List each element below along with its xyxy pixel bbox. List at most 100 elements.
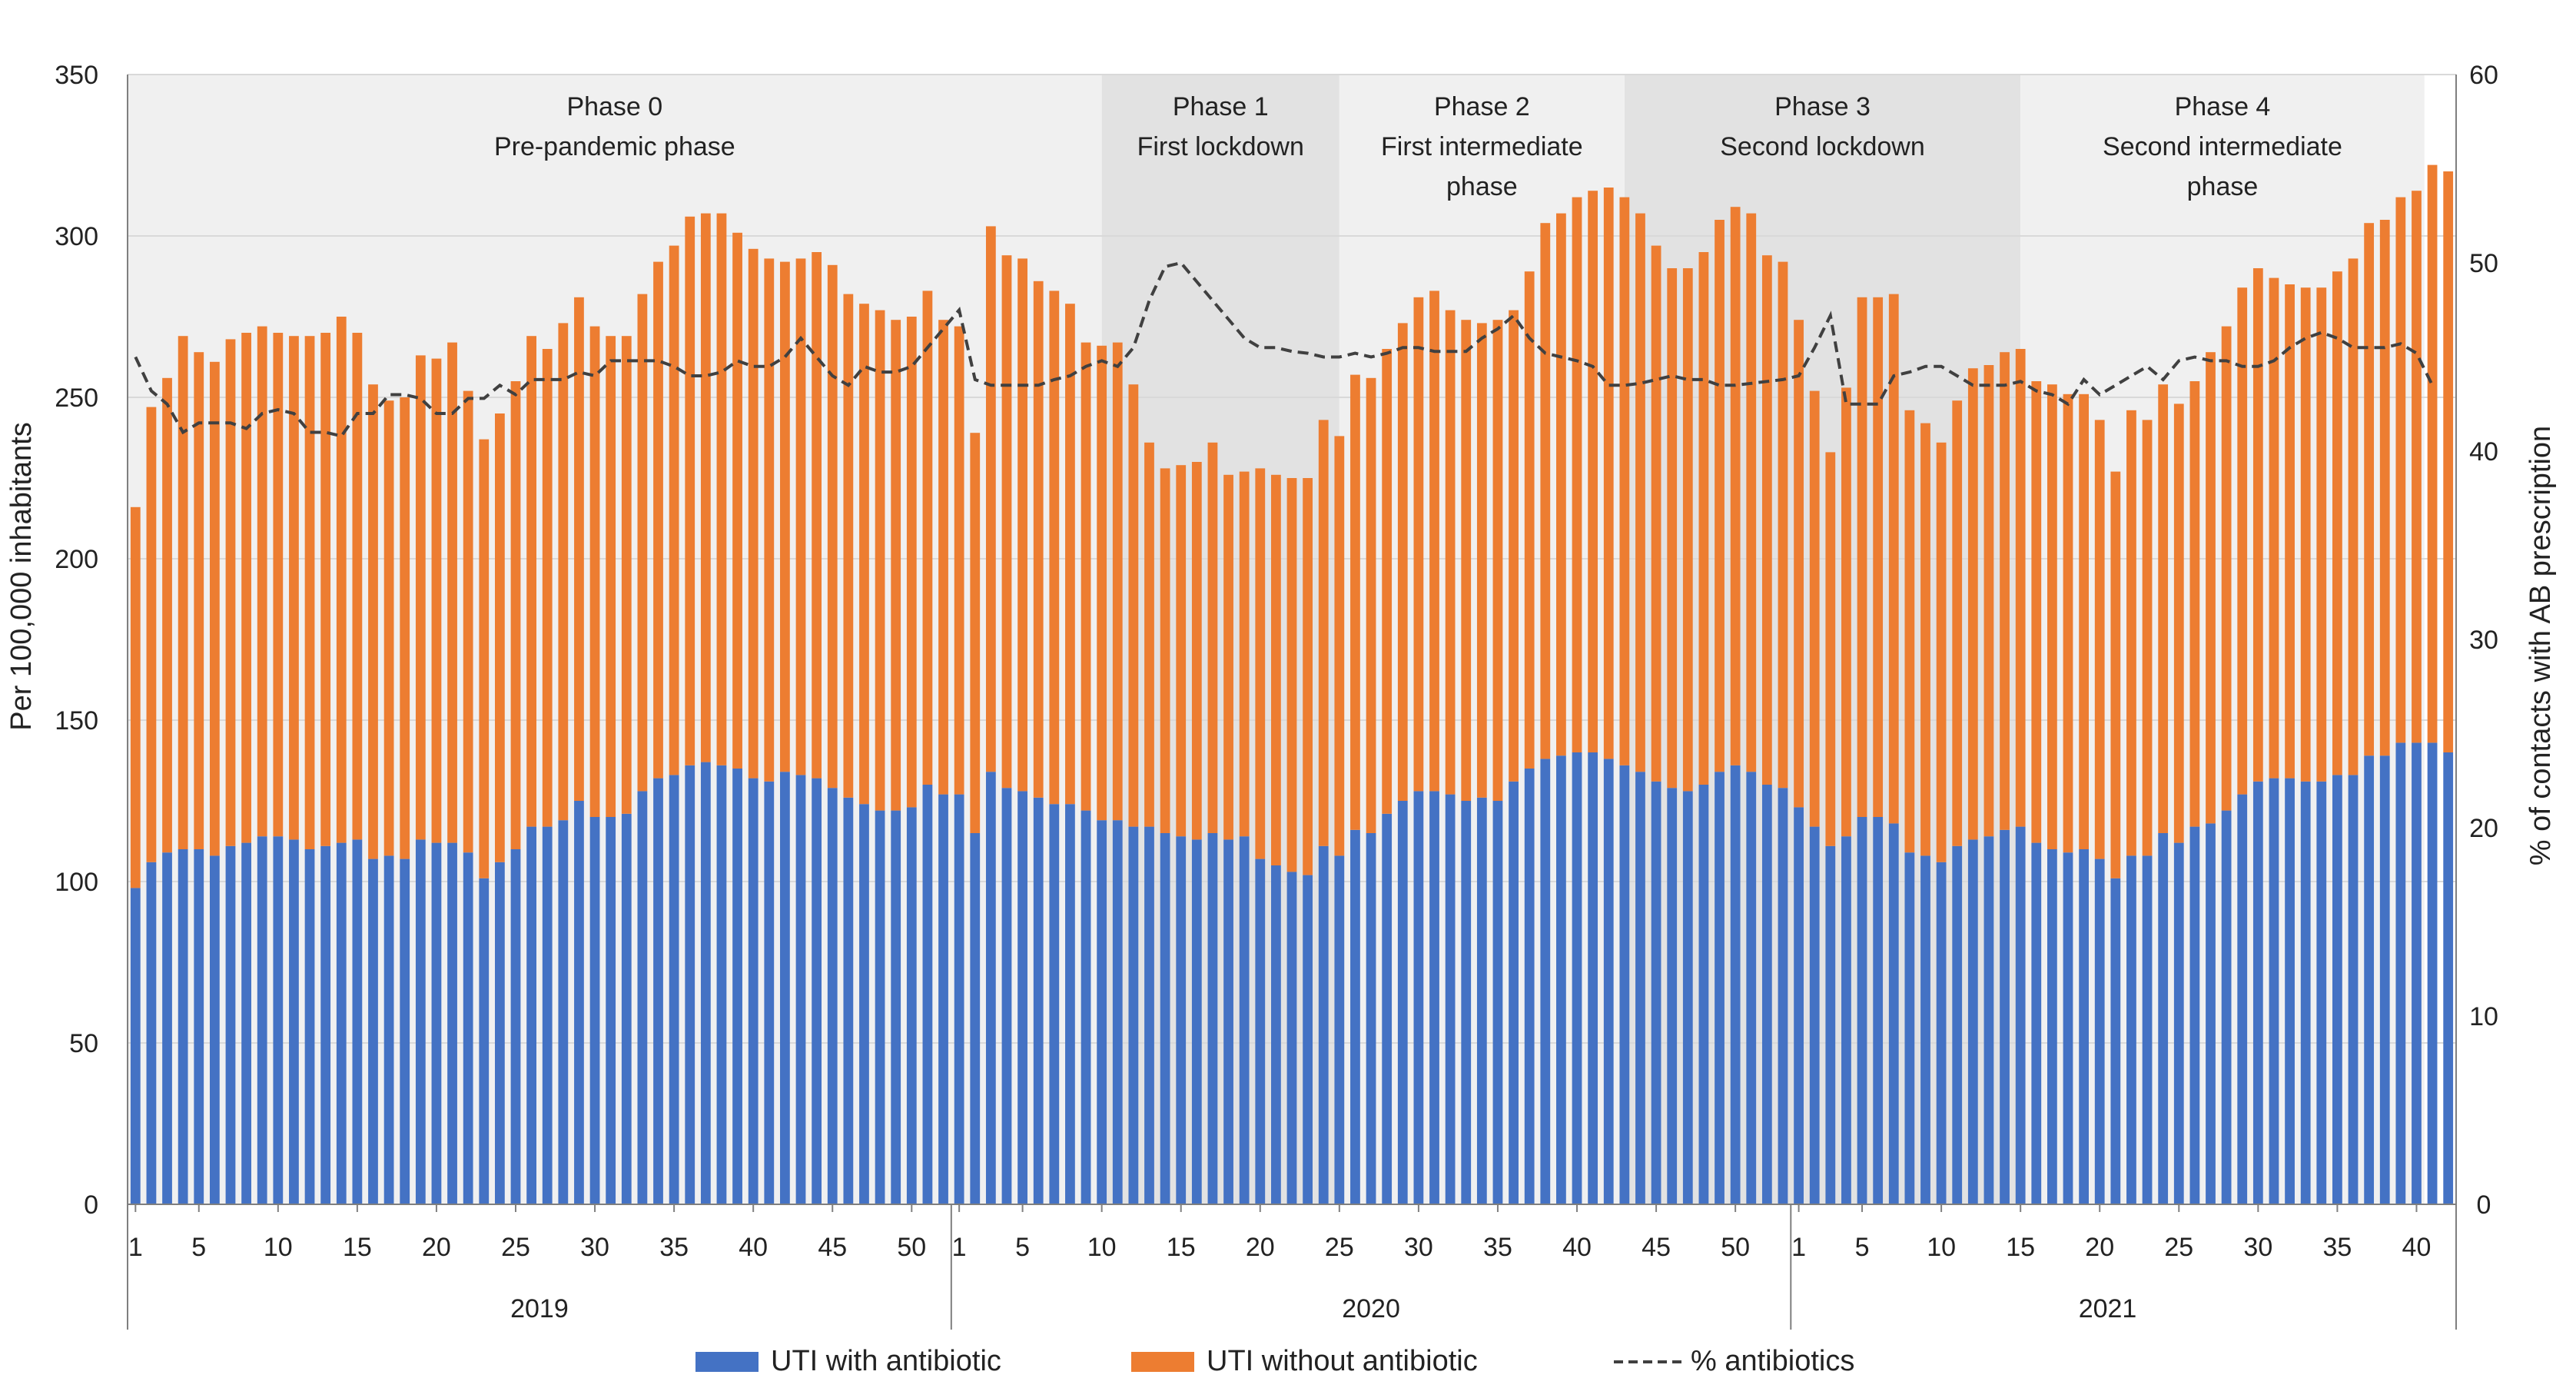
bar-uti-without-antibiotic	[1698, 252, 1709, 785]
x-tick-label: 15	[1167, 1233, 1196, 1262]
bar-uti-with-antibiotic	[431, 842, 442, 1204]
bar-uti-with-antibiotic	[479, 878, 490, 1204]
bar-uti-with-antibiotic	[2110, 878, 2121, 1204]
x-tick-label: 5	[1015, 1233, 1030, 1262]
bar-uti-with-antibiotic	[2142, 855, 2153, 1204]
bar-uti-with-antibiotic	[178, 849, 188, 1204]
bar-uti-with-antibiotic	[1888, 823, 1899, 1204]
bar-uti-with-antibiotic	[589, 817, 600, 1204]
bar-uti-with-antibiotic	[669, 775, 679, 1204]
bar-uti-with-antibiotic	[1461, 801, 1472, 1204]
bar-uti-without-antibiotic	[542, 349, 553, 827]
bar-uti-without-antibiotic	[463, 390, 473, 853]
bar-uti-without-antibiotic	[589, 326, 600, 818]
bar-uti-without-antibiotic	[1017, 258, 1027, 792]
bar-uti-with-antibiotic	[400, 858, 410, 1204]
bar-uti-with-antibiotic	[352, 839, 363, 1204]
bar-uti-with-antibiotic	[336, 842, 347, 1204]
year-label: 2019	[510, 1294, 569, 1323]
bar-uti-without-antibiotic	[922, 291, 933, 785]
bar-uti-with-antibiotic	[368, 858, 378, 1204]
bar-uti-with-antibiotic	[146, 862, 157, 1204]
bar-uti-with-antibiotic	[1920, 855, 1930, 1204]
bar-uti-without-antibiotic	[2189, 381, 2200, 827]
bar-uti-without-antibiotic	[2000, 352, 2010, 830]
bar-uti-with-antibiotic	[2173, 842, 2184, 1204]
bar-uti-with-antibiotic	[2000, 829, 2010, 1204]
bar-uti-without-antibiotic	[574, 297, 584, 801]
bar-uti-without-antibiotic	[1033, 281, 1044, 798]
bar-uti-without-antibiotic	[273, 333, 284, 837]
legend-label-uti-without-antibiotic: UTI without antibiotic	[1207, 1345, 1478, 1377]
bar-uti-without-antibiotic	[2079, 393, 2090, 849]
y-axis-label: Per 100,000 inhabitants	[5, 422, 38, 730]
bar-uti-with-antibiotic	[257, 836, 267, 1204]
bar-uti-with-antibiotic	[859, 804, 869, 1204]
percent-line	[134, 261, 2434, 438]
bar-uti-without-antibiotic	[2269, 277, 2279, 779]
bar-uti-without-antibiotic	[1825, 452, 1836, 846]
bar-uti-without-antibiotic	[2206, 352, 2216, 824]
bar-uti-with-antibiotic	[1223, 839, 1233, 1204]
bar-uti-with-antibiotic	[1857, 817, 1867, 1204]
bar-uti-without-antibiotic	[1382, 349, 1393, 814]
bar-uti-with-antibiotic	[1382, 813, 1393, 1204]
bar-uti-without-antibiotic	[2237, 287, 2248, 795]
x-tick-label: 35	[659, 1233, 689, 1262]
y2-tick-label: 50	[2469, 249, 2498, 278]
x-tick-label: 50	[897, 1233, 926, 1262]
bar-uti-with-antibiotic	[812, 778, 822, 1204]
bar-uti-without-antibiotic	[241, 333, 251, 843]
bar-uti-without-antibiotic	[970, 433, 981, 833]
bar-uti-with-antibiotic	[1191, 839, 1202, 1204]
x-tick-label: 10	[264, 1233, 293, 1262]
bar-uti-without-antibiotic	[1286, 478, 1297, 872]
bar-uti-without-antibiotic	[1429, 291, 1439, 792]
bar-uti-with-antibiotic	[843, 797, 854, 1204]
bars	[130, 164, 2454, 1204]
x-tick-label: 25	[1325, 1233, 1354, 1262]
bar-uti-without-antibiotic	[827, 264, 838, 789]
bar-uti-without-antibiotic	[2348, 258, 2359, 775]
bar-uti-without-antibiotic	[2031, 381, 2042, 843]
bar-uti-with-antibiotic	[2316, 781, 2327, 1204]
bar-uti-with-antibiotic	[447, 842, 457, 1204]
bar-uti-with-antibiotic	[700, 762, 711, 1204]
y-tick-label: 150	[55, 706, 98, 736]
x-tick-label: 1	[952, 1233, 967, 1262]
bar-uti-without-antibiotic	[1651, 245, 1661, 782]
bar-uti-with-antibiotic	[1334, 855, 1345, 1204]
bar-uti-without-antibiotic	[1588, 191, 1598, 752]
bar-uti-with-antibiotic	[1809, 826, 1820, 1204]
bar-uti-without-antibiotic	[2443, 171, 2454, 752]
bar-uti-without-antibiotic	[2047, 384, 2057, 849]
bar-uti-with-antibiotic	[875, 810, 885, 1204]
bar-uti-with-antibiotic	[162, 852, 172, 1204]
bar-uti-with-antibiotic	[1698, 785, 1709, 1204]
bar-uti-with-antibiotic	[2206, 823, 2216, 1204]
bar-uti-without-antibiotic	[2110, 471, 2121, 878]
bar-uti-without-antibiotic	[431, 358, 442, 843]
bar-uti-with-antibiotic	[2031, 842, 2042, 1204]
bar-uti-without-antibiotic	[1334, 436, 1345, 856]
bar-uti-with-antibiotic	[1128, 826, 1139, 1204]
phase-labels: Phase 0 Pre-pandemic phase Phase 1 First lo…	[494, 92, 2342, 201]
bar-uti-with-antibiotic	[542, 826, 553, 1204]
y2-axis-label: % of contacts with AB prescription	[2525, 426, 2557, 865]
bar-uti-with-antibiotic	[1413, 791, 1424, 1204]
bar-uti-with-antibiotic	[2158, 833, 2169, 1204]
bar-uti-without-antibiotic	[194, 352, 204, 849]
bar-uti-without-antibiotic	[2300, 287, 2311, 782]
bar-uti-with-antibiotic	[2063, 852, 2073, 1204]
bar-uti-with-antibiotic	[415, 839, 426, 1204]
bar-uti-with-antibiotic	[1350, 829, 1360, 1204]
y-tick-label: 250	[55, 384, 98, 413]
bar-uti-with-antibiotic	[1049, 804, 1060, 1204]
bar-uti-without-antibiotic	[1746, 213, 1757, 772]
bar-uti-with-antibiotic	[1841, 836, 1851, 1204]
bar-uti-without-antibiotic	[1255, 468, 1266, 859]
x-tick-label: 30	[2243, 1233, 2272, 1262]
x-tick-label: 45	[818, 1233, 847, 1262]
bar-uti-with-antibiotic	[1983, 836, 1994, 1204]
bar-uti-with-antibiotic	[606, 817, 616, 1204]
